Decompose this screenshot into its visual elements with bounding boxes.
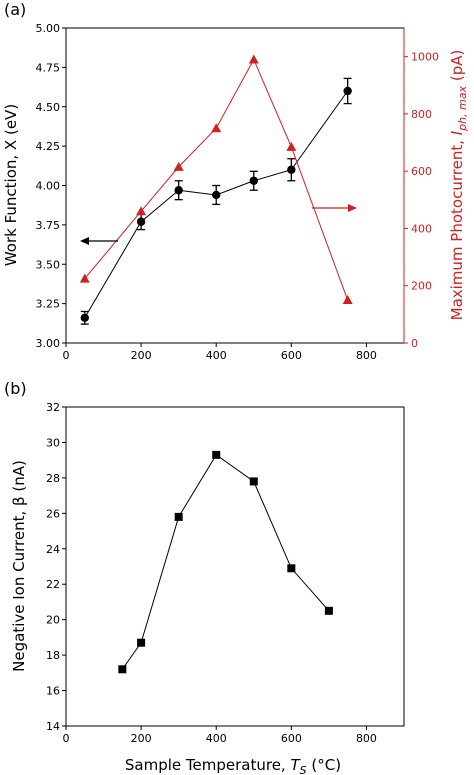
series-line (121, 454, 330, 670)
y-tick-label: 3.50 (36, 258, 61, 271)
x-tick-label: 0 (63, 349, 70, 362)
series-line (84, 58, 349, 301)
x-label-italic: T (290, 756, 301, 774)
data-point (287, 165, 296, 174)
x-tick-label: 400 (206, 732, 227, 745)
x-tick-label: 600 (281, 732, 302, 745)
y-tick-label: 16 (46, 685, 60, 698)
x-tick-label: 0 (63, 732, 70, 745)
x-tick-label: 200 (131, 349, 152, 362)
panel-a-y-axis-label: Work Function, X (eV) (2, 104, 20, 266)
x-tick-label: 200 (131, 732, 152, 745)
y2-label-main: Maximum Photocurrent, (448, 135, 466, 320)
y-tick-label: 24 (46, 543, 60, 556)
x-tick-label: 800 (356, 732, 377, 745)
data-point (80, 313, 89, 322)
y-tick-label: 4.75 (36, 61, 61, 74)
data-point (174, 186, 183, 195)
data-point (248, 54, 259, 64)
data-point (343, 86, 352, 96)
data-point (287, 564, 296, 573)
x-label-main: Sample Temperature, (125, 756, 291, 774)
data-point (137, 638, 146, 647)
y-tick-label: 4.00 (36, 180, 61, 193)
data-point (286, 141, 297, 151)
panel-a-label: (a) (4, 0, 26, 19)
y2-tick-label: 200 (411, 280, 432, 293)
data-point (79, 273, 90, 283)
panel-b-series (118, 450, 333, 674)
y-tick-label: 5.00 (36, 22, 61, 35)
data-point (173, 161, 184, 171)
y-tick-label: 3.00 (36, 337, 61, 350)
y-tick-label: 18 (46, 649, 60, 662)
x-tick-label: 600 (281, 349, 302, 362)
panel-a-y2-axis-label: Maximum Photocurrent, Iph, max (pA) (448, 50, 469, 321)
data-point (324, 606, 333, 615)
x-label-unit: (°C) (307, 756, 341, 774)
x-tick-label: 800 (356, 349, 377, 362)
y2-tick-label: 1000 (411, 51, 439, 64)
y-tick-label: 26 (46, 507, 60, 520)
panel-b-y-axis-label: Negative Ion Current, β (nA) (10, 460, 28, 672)
data-point (174, 512, 183, 521)
data-point (342, 295, 353, 305)
y-tick-label: 14 (46, 720, 60, 733)
data-point (249, 176, 258, 185)
panel-b-x-axis-label: Sample Temperature, TS (°C) (125, 756, 341, 775)
data-point (212, 450, 221, 459)
y-tick-label: 30 (46, 436, 60, 449)
left-axis-arrow (80, 237, 118, 245)
y-tick-label: 3.25 (36, 298, 61, 311)
y2-label-unit: (pA) (448, 50, 466, 86)
data-point (211, 123, 222, 133)
y2-tick-label: 400 (411, 222, 432, 235)
y-tick-label: 20 (46, 614, 60, 627)
panel-b: (b) 0 200 400 600 800 14 16 18 20 22 24 26 28 30 32 Ne… (4, 379, 405, 775)
x-label-sub: S (300, 764, 307, 775)
y2-tick-label: 0 (411, 337, 418, 350)
data-point (249, 477, 258, 486)
y-tick-label: 28 (46, 472, 60, 485)
y-tick-label: 4.25 (36, 140, 61, 153)
data-point (118, 665, 127, 674)
y2-tick-label: 600 (411, 165, 432, 178)
data-point (136, 206, 147, 216)
y-tick-label: 3.75 (36, 219, 61, 232)
panel-a-axes: 0 200 400 600 800 3.00 3.25 3.50 3.75 4.00 4.25 4.5… (36, 22, 440, 362)
x-tick-label: 400 (206, 349, 227, 362)
y-tick-label: 22 (46, 578, 60, 591)
y2-tick-label: 800 (411, 108, 432, 121)
data-point (136, 217, 146, 226)
y-tick-label: 32 (46, 401, 60, 414)
y2-label-italic: I (448, 130, 466, 135)
plot-frame (65, 406, 405, 727)
data-point (212, 190, 221, 200)
y2-label-sub: ph, max (456, 85, 469, 131)
right-axis-arrow (312, 204, 357, 212)
panel-b-label: (b) (4, 379, 27, 398)
y-tick-label: 4.50 (36, 101, 61, 114)
panel-b-axes: 0 200 400 600 800 14 16 18 20 22 24 26 28 30 32 (46, 401, 405, 745)
panel-a-series (79, 54, 353, 325)
panel-a: (a) 0 200 400 600 800 3.00 3.25 3.50 3.75 4.00 4.2… (2, 0, 469, 362)
plot-frame (65, 27, 405, 344)
